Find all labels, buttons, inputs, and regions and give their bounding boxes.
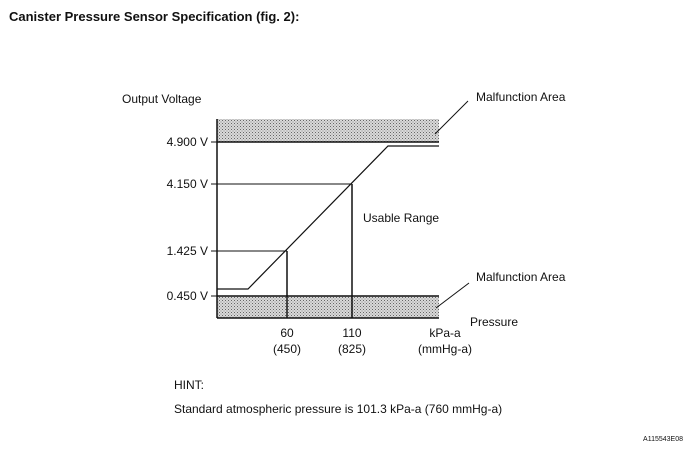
x-tick-sublabel: (825) [337,342,366,356]
figure-code: A115543E08 [643,436,683,443]
usable-range-label: Usable Range [363,211,440,225]
y-axis-label: Output Voltage [122,92,202,106]
page-title: Canister Pressure Sensor Specification (… [9,9,300,24]
y-tick-label: 4.900 V [166,135,208,149]
leader-line-top [434,100,469,135]
malfunction-area-label-bottom: Malfunction Area [476,270,566,284]
x-tick-label: 60 [280,326,294,340]
malfunction-band-top [217,119,439,142]
malfunction-area-label-top: Malfunction Area [476,90,566,104]
x-axis-label: Pressure [470,315,519,329]
malfunction-band-bottom [217,296,439,318]
y-tick-label: 1.425 V [166,244,208,258]
hint-label: HINT: [174,378,204,392]
y-tick-label: 4.150 V [166,177,208,191]
x-tick-sublabel: (450) [272,342,301,356]
x-tick-label: 110 [342,326,362,340]
x-unit-label: kPa-a [429,326,461,340]
x-unit-sublabel: (mmHg-a) [418,342,472,356]
y-tick-label: 0.450 V [166,289,208,303]
sensor-output-line [217,145,439,290]
hint-text: Standard atmospheric pressure is 101.3 k… [174,402,503,416]
leader-line-bottom [435,282,470,309]
